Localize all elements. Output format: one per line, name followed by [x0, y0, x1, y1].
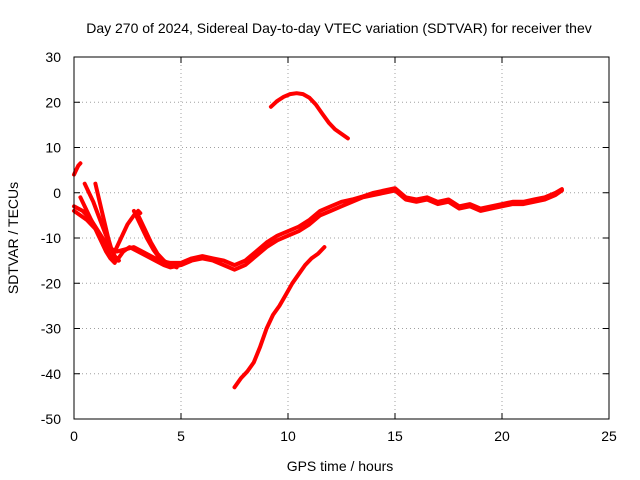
x-tick-label: 0 [70, 428, 78, 444]
x-tick-label: 25 [601, 428, 617, 444]
y-tick-label: 20 [45, 94, 61, 110]
x-tick-label: 10 [280, 428, 296, 444]
series-track-high-arc [268, 91, 350, 141]
y-tick-label: -40 [41, 366, 61, 382]
chart-title: Day 270 of 2024, Sidereal Day-to-day VTE… [86, 20, 592, 36]
y-axis-title: SDTVAR / TECUs [5, 182, 21, 294]
series-track-hook [112, 208, 143, 254]
y-tick-label: -30 [41, 321, 61, 337]
y-tick-label: -50 [41, 411, 61, 427]
grid-layer [74, 57, 609, 419]
y-tick-label: 0 [53, 185, 61, 201]
series-track-early-drop-a [78, 195, 117, 265]
series-track-low-rise [232, 245, 327, 390]
series-track-slope-b [131, 208, 175, 268]
series-track-early-rise [72, 161, 83, 177]
series-track-early-drop-c [93, 181, 117, 259]
x-tick-label: 5 [177, 428, 185, 444]
y-tick-label: -10 [41, 230, 61, 246]
series-layer [72, 91, 564, 390]
y-tick-label: -20 [41, 275, 61, 291]
x-axis-title: GPS time / hours [287, 458, 394, 474]
series-track-main-parallel [72, 186, 564, 268]
y-tick-label: 30 [45, 49, 61, 65]
y-tick-label: 10 [45, 140, 61, 156]
x-tick-label: 15 [387, 428, 403, 444]
x-tick-label: 20 [494, 428, 510, 444]
tick-layer: 0 5 10 15 20 25 -50 -40 -30 -20 -10 0 10 20 30 [41, 49, 617, 444]
